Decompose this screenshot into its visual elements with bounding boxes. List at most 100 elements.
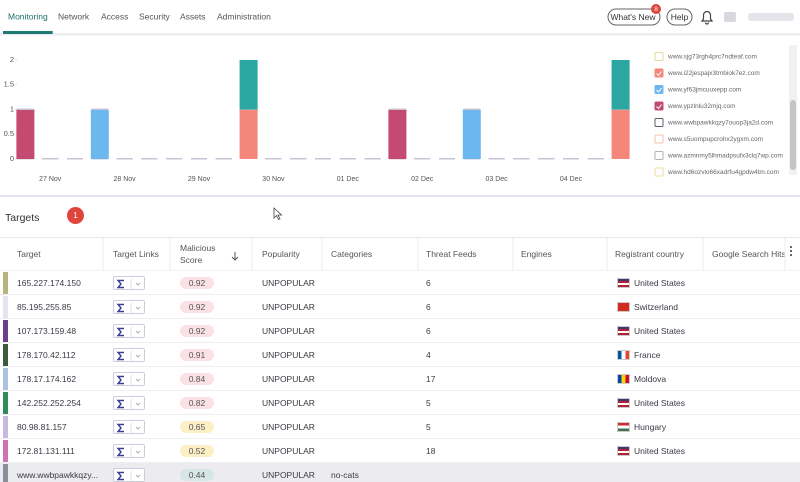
zero-bar: [339, 158, 356, 160]
target-links-icon: [116, 279, 141, 289]
whats-new-label[interactable]: What's New: [610, 12, 656, 22]
legend-checkbox[interactable]: [654, 85, 664, 94]
help-label[interactable]: Help: [671, 12, 689, 22]
country-flag: [617, 326, 630, 336]
legend-checkbox[interactable]: [654, 68, 664, 78]
x-tick-label: 01 Dec: [337, 176, 360, 183]
table-row[interactable]: 165.227.174.150 0.92 UNPOPULAR 6 United Stat…: [0, 271, 800, 295]
legend-checkbox[interactable]: [654, 134, 664, 144]
nav-tab[interactable]: Network: [58, 11, 90, 21]
legend-label[interactable]: www.i22jespajx3tmbiok7ez.com: [667, 70, 760, 77]
column-header[interactable]: Target Links: [113, 248, 159, 259]
legend-checkbox[interactable]: [654, 151, 664, 160]
legend-check: [656, 104, 662, 110]
legend-label[interactable]: www.yf63jmcuuxepp.com: [667, 87, 741, 94]
sort-arrow[interactable]: [231, 252, 239, 261]
target-cell[interactable]: 178.170.42.112: [17, 350, 76, 360]
bell-icon[interactable]: [700, 10, 714, 25]
legend-checkbox[interactable]: [654, 118, 664, 127]
popularity-cell: UNPOPULAR: [262, 446, 315, 456]
nav-tab[interactable]: Monitoring: [8, 11, 48, 21]
target-cell[interactable]: 80.98.81.157: [17, 422, 67, 432]
nav-tab[interactable]: Security: [139, 11, 170, 21]
bar[interactable]: [239, 60, 258, 110]
target-cell[interactable]: 172.81.131.111: [17, 446, 75, 456]
target-cell[interactable]: 142.252.252.254: [17, 398, 81, 408]
column-header[interactable]: Engines: [521, 248, 552, 259]
bar[interactable]: [90, 109, 109, 160]
help-button[interactable]: [666, 8, 693, 26]
nav-tab[interactable]: Access: [101, 11, 128, 21]
targets-table: Target Target Links Malicious Score Popular…: [0, 237, 800, 482]
column-header[interactable]: Malicious Score: [180, 243, 216, 265]
table-row[interactable]: 178.17.174.162 0.84 UNPOPULAR 17 Moldova: [0, 367, 800, 391]
legend-checkbox[interactable]: [654, 167, 664, 177]
nav-tab[interactable]: Assets: [180, 11, 206, 21]
legend-label[interactable]: www.ypzlnlu32mjq.com: [667, 103, 736, 110]
table-row[interactable]: 172.81.131.111 0.52 UNPOPULAR 18 United Stat…: [0, 439, 800, 463]
row-color-strip: [3, 464, 8, 482]
user-name-blurred[interactable]: [748, 13, 794, 21]
score-pill: 0.52: [180, 445, 214, 457]
column-header[interactable]: Threat Feeds: [426, 248, 477, 259]
targets-badge: 1: [67, 207, 84, 224]
legend-label[interactable]: www.wwbpawkkqzy7ouop3ja2d.com: [667, 120, 773, 127]
bar[interactable]: [16, 109, 35, 160]
table-row[interactable]: 107.173.159.48 0.92 UNPOPULAR 6 United State…: [0, 319, 800, 343]
legend-label[interactable]: www.hd6ozvlo66xadrfu4gpdw4tm.com: [667, 169, 779, 176]
bar[interactable]: [462, 109, 481, 160]
target-links-button[interactable]: [113, 324, 145, 338]
column-header[interactable]: Registrant country: [615, 248, 684, 259]
table-row[interactable]: 142.252.252.254 0.82 UNPOPULAR 5 United Stat…: [0, 391, 800, 415]
bar[interactable]: [611, 60, 630, 110]
target-links-button[interactable]: [113, 468, 145, 482]
target-links-button[interactable]: [113, 420, 145, 434]
whats-new-badge: 8: [654, 6, 658, 13]
target-links-button[interactable]: [113, 300, 145, 314]
avatar-blurred[interactable]: [724, 12, 736, 22]
score-pill: 0.82: [180, 397, 214, 409]
x-tick-label: 30 Nov: [262, 176, 285, 183]
popularity-cell: UNPOPULAR: [262, 302, 315, 312]
legend-checkbox[interactable]: [654, 52, 664, 61]
x-tick-label: 02 Dec: [411, 176, 434, 183]
target-links-button[interactable]: [113, 372, 145, 386]
target-cell[interactable]: 85.195.255.85: [17, 302, 72, 312]
bar[interactable]: [388, 109, 407, 160]
legend-checkbox[interactable]: [654, 101, 664, 111]
row-color-strip: [3, 272, 8, 294]
column-header[interactable]: Target: [17, 248, 41, 259]
target-links-button[interactable]: [113, 396, 145, 410]
zero-bar: [265, 158, 282, 160]
bar[interactable]: [611, 109, 630, 160]
target-cell[interactable]: 165.227.174.150: [17, 278, 81, 288]
zero-bar: [290, 158, 307, 160]
column-header[interactable]: Categories: [331, 248, 373, 259]
table-row[interactable]: 85.195.255.85 0.92 UNPOPULAR 6 Switzerland: [0, 295, 800, 319]
popularity-cell: UNPOPULAR: [262, 350, 315, 360]
target-cell[interactable]: www.wwbpawkkqzy...: [17, 470, 99, 480]
nav-tab[interactable]: Administration: [217, 11, 271, 21]
x-tick-label: 29 Nov: [188, 176, 211, 183]
target-links-button[interactable]: [113, 444, 145, 458]
target-links-button[interactable]: [113, 348, 145, 362]
table-row[interactable]: 178.170.42.112 0.91 UNPOPULAR 4 France: [0, 343, 800, 367]
column-header[interactable]: Popularity: [262, 248, 300, 259]
score-pill: 0.44: [180, 469, 214, 481]
country-cell: United States: [634, 278, 686, 288]
legend-label[interactable]: www.azmnmy5lhmadpsufx3clq7wp.com: [667, 153, 783, 160]
target-cell[interactable]: 107.173.159.48: [17, 326, 77, 336]
target-cell[interactable]: 178.17.174.162: [17, 374, 77, 384]
legend-label[interactable]: www.s5uompupcrohx2ygxm.com: [667, 136, 763, 143]
country-flag: [617, 422, 630, 432]
whats-new-button[interactable]: [607, 8, 661, 26]
legend-scroll-thumb[interactable]: [790, 100, 796, 170]
x-tick-label: 28 Nov: [114, 176, 137, 183]
popularity-cell: UNPOPULAR: [262, 326, 315, 336]
column-header[interactable]: Google Search Hits: [712, 248, 786, 259]
table-row[interactable]: www.wwbpawkkqzy... 0.44 UNPOPULAR no-cats: [0, 463, 800, 482]
legend-label[interactable]: www.sjg73rgh4prc7ndteaf.com: [667, 54, 757, 61]
target-links-button[interactable]: [113, 276, 145, 290]
bar[interactable]: [239, 109, 258, 160]
table-row[interactable]: 80.98.81.157 0.65 UNPOPULAR 5 Hungary: [0, 415, 800, 439]
